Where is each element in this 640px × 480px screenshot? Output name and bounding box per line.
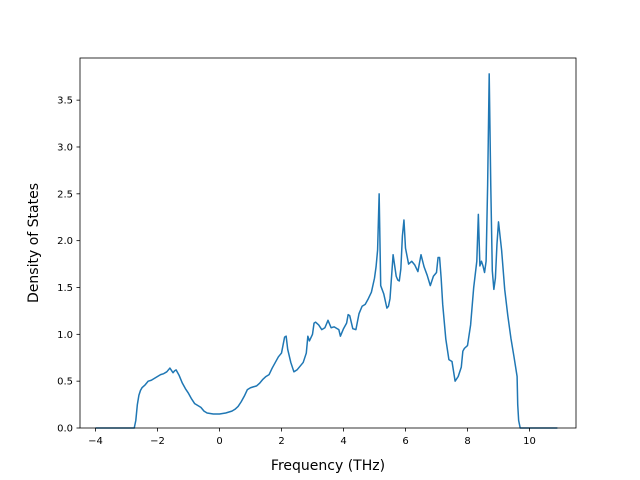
x-tick-label: 8 [464,436,470,447]
dos-series-line [95,73,558,429]
y-tick-label: 3.5 [57,96,73,107]
y-axis-ticks: 0.0 0.5 1.0 1.5 2.0 2.5 3.0 3.5 [57,96,80,435]
x-tick-label: −2 [150,436,165,447]
x-tick-label: 4 [340,436,346,447]
plot-area [79,57,577,429]
x-tick-label: 6 [402,436,408,447]
x-tick-label: 2 [278,436,284,447]
x-axis-ticks: −4 −2 0 2 4 6 8 10 [88,428,536,447]
y-tick-label: 2.0 [57,236,73,247]
y-tick-label: 2.5 [57,189,73,200]
y-tick-label: 3.0 [57,142,73,153]
x-tick-label: 10 [523,436,536,447]
y-tick-label: 1.5 [57,283,73,294]
y-tick-label: 0.5 [57,377,73,388]
y-tick-label: 1.0 [57,330,73,341]
axes-frame [79,57,577,429]
y-tick-label: 0.0 [57,424,73,435]
x-axis-label: Frequency (THz) [271,458,385,474]
y-axis-label: Density of States [26,183,42,303]
x-tick-label: 0 [216,436,222,447]
x-tick-label: −4 [88,436,103,447]
